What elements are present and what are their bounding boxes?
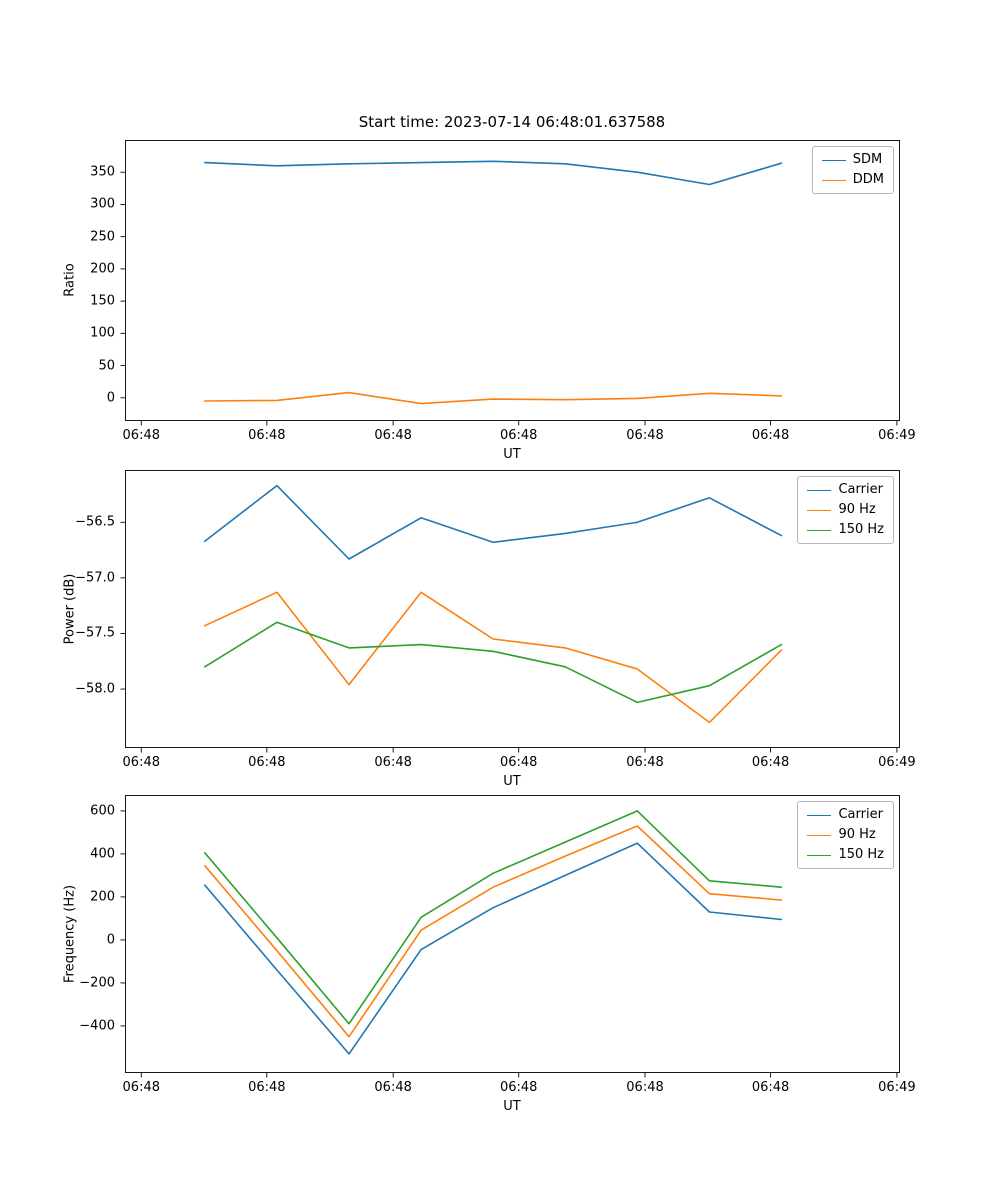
x-tick-label: 06:48 [751,1080,790,1095]
axes-frame [125,470,900,748]
x-tick-label: 06:48 [248,428,286,443]
series-line-sdm [204,160,783,186]
figure-title: Start time: 2023-07-14 06:48:01.637588 [358,113,666,131]
series-line-150-hz [204,621,783,704]
legend-label-150-hz: 150 Hz [838,522,884,537]
legend-line-sdm [821,159,846,161]
x-tick-label: 06:48 [122,755,160,770]
legend-item-90-hz: 90 Hz [807,502,884,518]
legend-line-90-hz [807,509,832,511]
x-tick-label: 06:48 [626,755,664,770]
power-legend: Carrier 90 Hz 150 Hz [797,476,894,544]
legend-line-150-hz [807,854,832,856]
x-tick-label: 06:49 [878,755,916,770]
frequency-y-axis-label: Frequency (Hz) [62,884,78,984]
legend-item-150-hz: 150 Hz [807,522,884,538]
legend-item-ddm: DDM [821,172,884,188]
x-tick-label: 06:48 [122,1080,160,1095]
x-tick-label: 06:48 [751,755,790,770]
ratio-x-axis-label: UT [503,447,521,462]
legend-item-sdm: SDM [821,152,884,168]
x-tick-label: 06:48 [374,1080,412,1095]
x-tick-label: 06:48 [374,428,412,443]
y-tick-label: 100 [90,325,115,341]
series-line-150-hz [204,810,783,1025]
ratio-legend: SDM DDM [811,146,894,194]
x-tick-label: 06:48 [751,428,790,443]
x-tick-label: 06:48 [122,428,160,443]
y-tick-label: 50 [98,358,115,374]
ratio-y-axis-label: Ratio [62,263,78,297]
x-tick-label: 06:48 [248,755,286,770]
x-tick-label: 06:48 [626,1080,664,1095]
power-y-axis-label: Power (dB) [62,573,78,645]
y-tick-label: 400 [90,846,115,862]
x-tick-label: 06:48 [499,755,538,770]
y-tick-label: 350 [90,164,115,180]
legend-label-carrier: Carrier [838,807,883,822]
y-tick-label: 250 [90,229,115,245]
x-tick-label: 06:49 [878,428,916,443]
legend-line-ddm [821,179,846,181]
y-tick-label: −56.5 [75,514,115,530]
legend-label-150-hz: 150 Hz [838,847,884,862]
series-line-ddm [204,391,783,405]
series-line-90-hz [204,825,783,1038]
legend-line-90-hz [807,834,832,836]
legend-label-ddm: DDM [852,172,884,187]
legend-line-150-hz [807,529,832,531]
frequency-legend: Carrier 90 Hz 150 Hz [797,801,894,869]
x-tick-label: 06:48 [499,428,538,443]
axes-frame [125,795,900,1073]
power-plot-area [120,470,900,753]
frequency-x-axis-label: UT [503,1099,521,1114]
legend-label-90-hz: 90 Hz [838,827,876,842]
series-line-carrier [204,842,783,1055]
x-tick-label: 06:48 [499,1080,538,1095]
legend-line-carrier [807,814,832,816]
x-tick-label: 06:48 [248,1080,286,1095]
power-x-axis-label: UT [503,774,521,789]
frequency-plot-area [120,795,900,1078]
axes-frame [125,140,900,421]
ratio-plot-area [120,140,900,426]
legend-label-carrier: Carrier [838,482,883,497]
legend-item-150-hz: 150 Hz [807,847,884,863]
x-tick-label: 06:49 [878,1080,916,1095]
y-tick-label: −400 [79,1018,115,1034]
legend-line-carrier [807,489,832,491]
series-line-90-hz [204,591,783,724]
series-line-carrier [204,484,783,560]
y-tick-label: 300 [90,196,115,212]
legend-label-sdm: SDM [852,152,883,167]
legend-item-carrier: Carrier [807,482,884,498]
y-tick-label: 0 [106,390,115,406]
x-tick-label: 06:48 [626,428,664,443]
legend-label-90-hz: 90 Hz [838,502,876,517]
legend-item-90-hz: 90 Hz [807,827,884,843]
legend-item-carrier: Carrier [807,807,884,823]
x-tick-label: 06:48 [374,755,412,770]
y-tick-label: −58.0 [75,681,115,697]
y-tick-label: 600 [90,803,115,819]
